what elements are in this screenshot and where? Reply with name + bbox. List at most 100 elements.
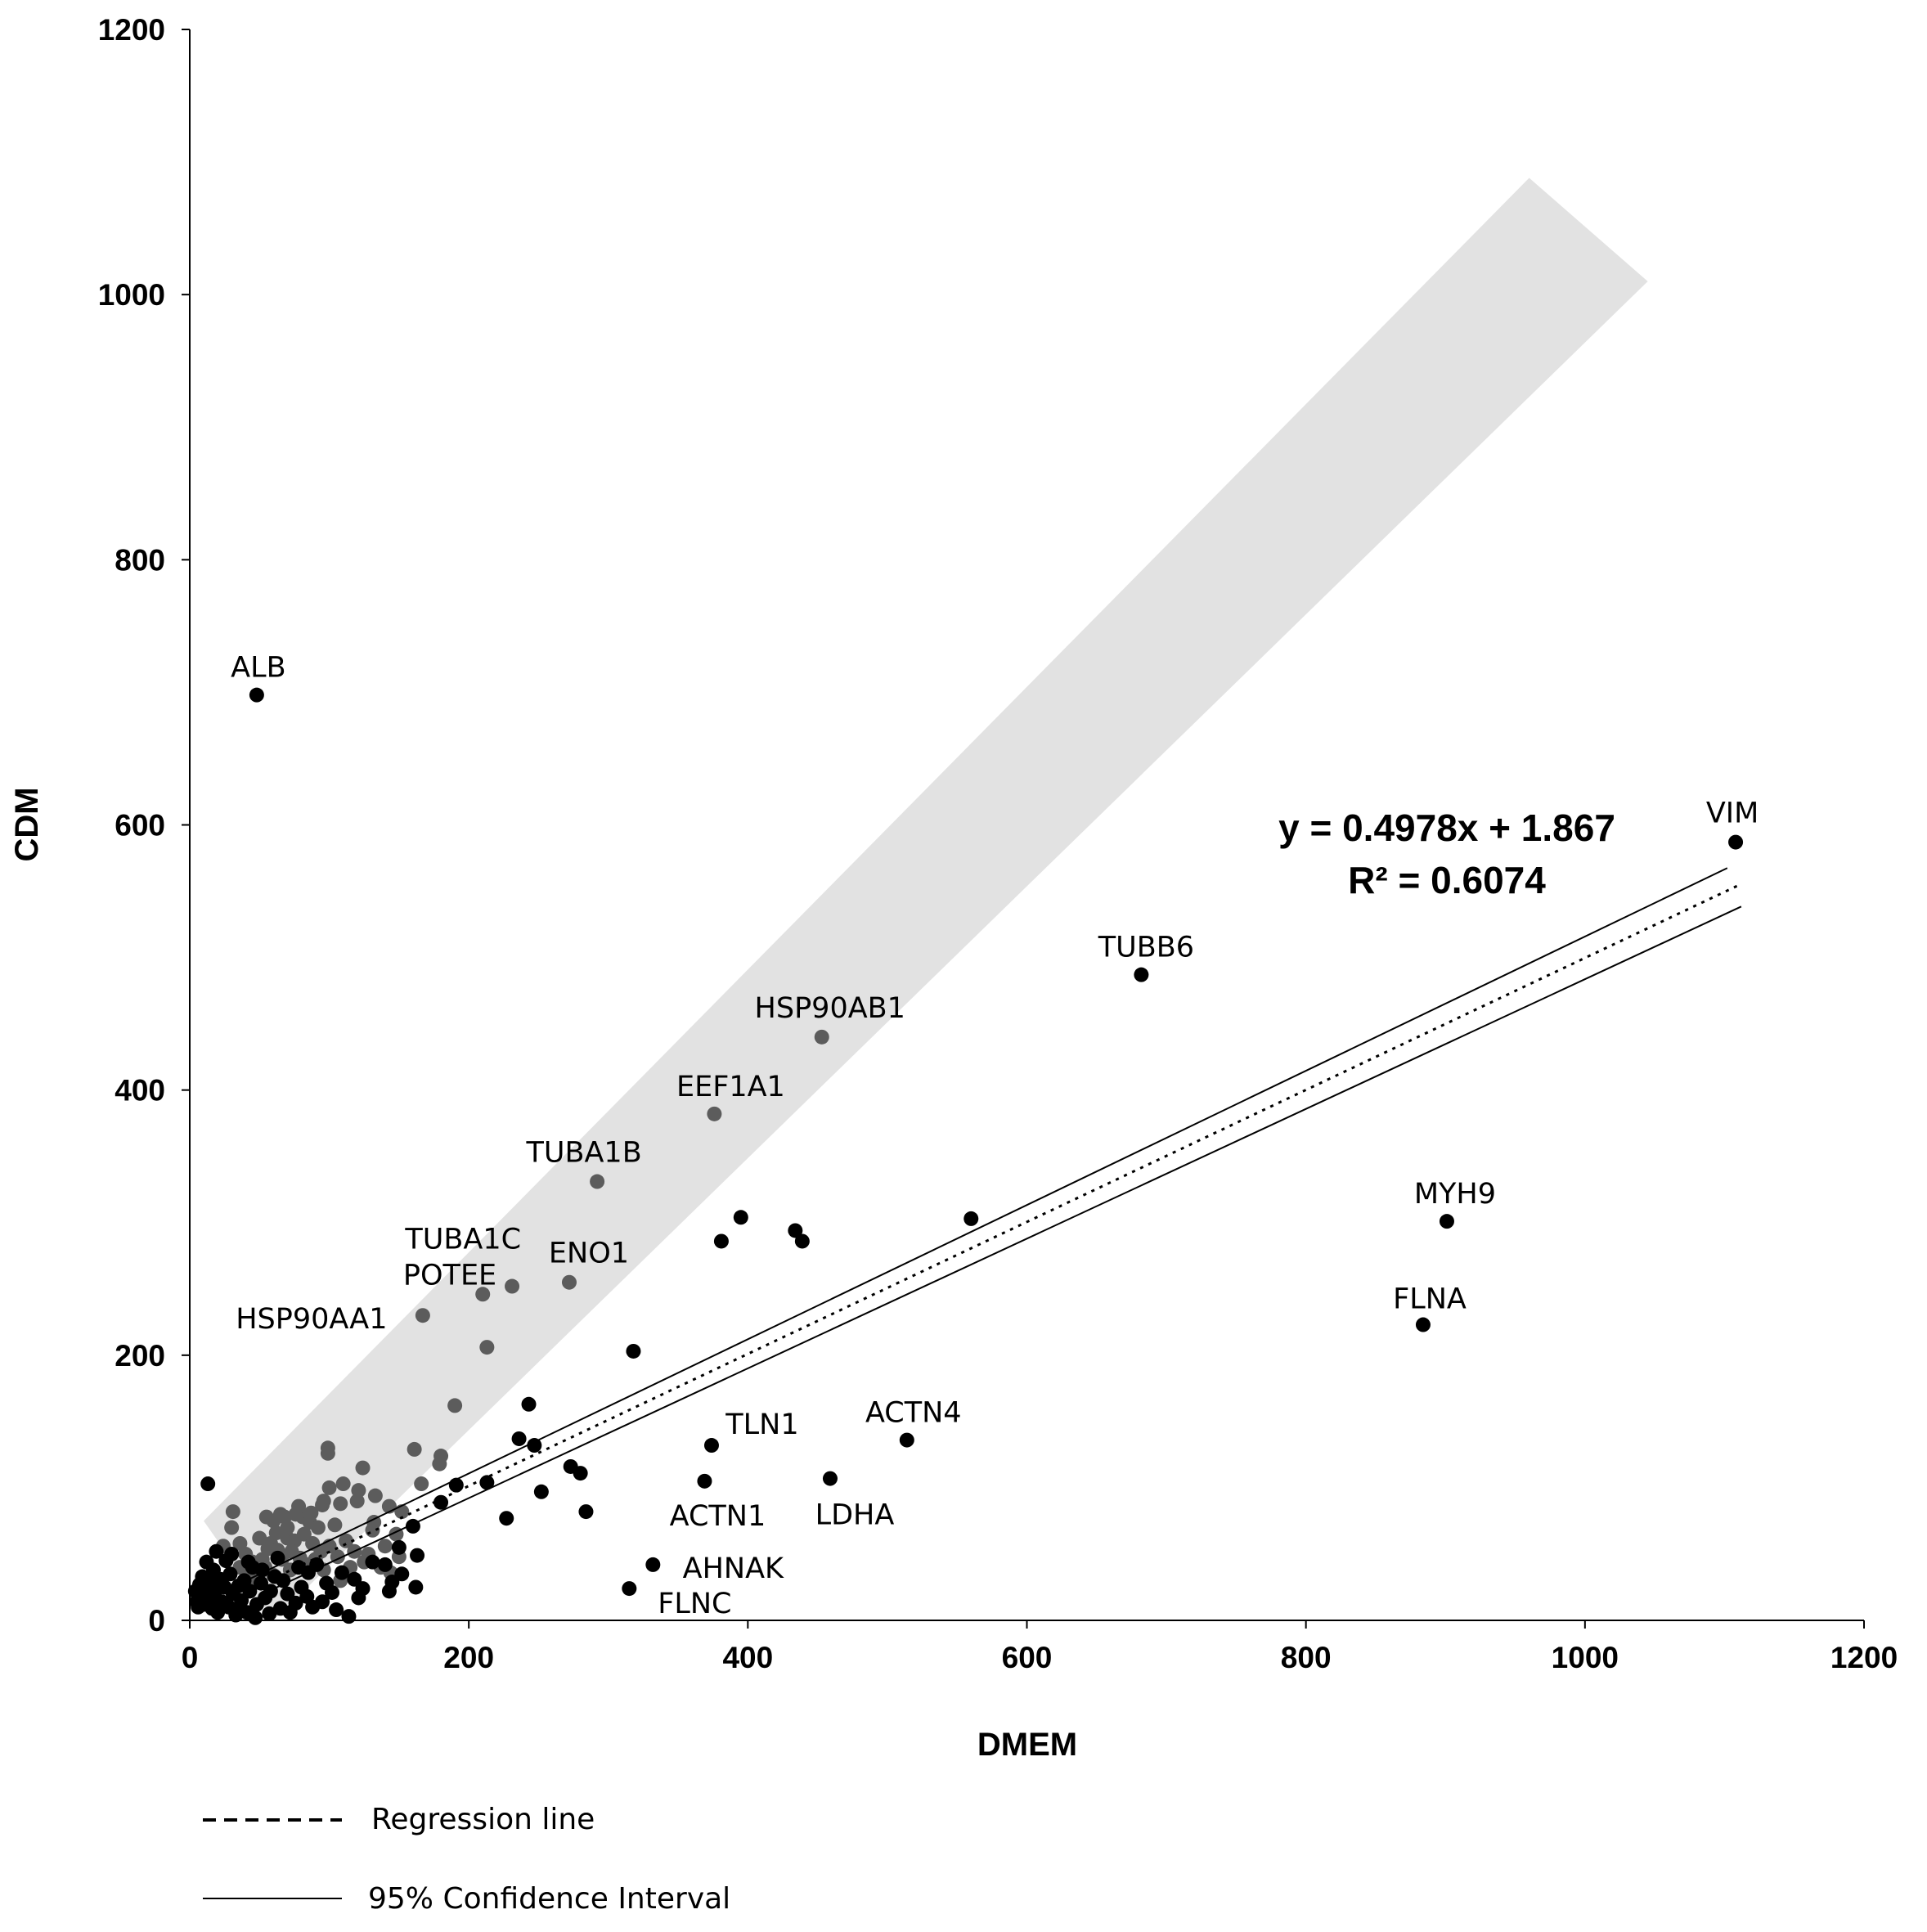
gray-data-point (225, 1504, 240, 1520)
labeled-point-ahnak (645, 1557, 661, 1572)
black-data-point (249, 1597, 264, 1612)
black-data-point (280, 1586, 295, 1602)
gray-data-point (414, 1476, 429, 1492)
black-data-point (521, 1396, 537, 1412)
gray-data-point (321, 1480, 337, 1495)
black-data-point (964, 1211, 979, 1226)
y-tick-label: 800 (115, 543, 165, 577)
black-data-point (276, 1573, 291, 1588)
y-tick-label: 200 (115, 1339, 165, 1373)
labeled-point-actn4 (899, 1432, 914, 1448)
gray-data-point (366, 1515, 382, 1530)
gray-data-point (432, 1456, 447, 1471)
point-label-tln1: TLN1 (725, 1409, 798, 1441)
labeled-point-flnc (622, 1581, 637, 1597)
black-data-point (479, 1475, 495, 1490)
black-data-point (365, 1554, 380, 1570)
black-data-point (381, 1584, 397, 1599)
point-label-tuba1b: TUBA1B (525, 1137, 641, 1170)
highlight-band (204, 177, 1648, 1621)
point-label-alb: ALB (231, 652, 285, 685)
black-data-point (253, 1575, 268, 1591)
gray-data-point (377, 1539, 393, 1554)
ci-lower-line (272, 905, 1742, 1590)
black-data-point (270, 1550, 285, 1566)
x-tick-label: 0 (182, 1641, 199, 1674)
black-data-point (448, 1477, 464, 1493)
point-label-hsp90ab1: HSP90AB1 (755, 992, 905, 1025)
black-data-point (794, 1233, 810, 1249)
x-axis-title: DMEM (977, 1727, 1077, 1763)
point-label-actn4: ACTN4 (865, 1397, 962, 1430)
black-data-point (533, 1484, 549, 1499)
point-label-myh9: MYH9 (1414, 1178, 1496, 1211)
black-data-point (263, 1584, 278, 1599)
black-data-point (324, 1584, 339, 1600)
black-data-point (329, 1602, 344, 1618)
black-data-point (405, 1518, 420, 1534)
black-data-point (511, 1431, 527, 1446)
gray-data-point (327, 1517, 343, 1533)
gray-data-point (316, 1494, 331, 1509)
gray-data-point (333, 1496, 348, 1512)
legend-label-regression: Regression line (371, 1803, 595, 1836)
point-label-flna: FLNA (1393, 1283, 1467, 1316)
x-tick-label: 800 (1281, 1641, 1332, 1674)
gray-data-point (320, 1445, 335, 1461)
black-data-point (499, 1511, 514, 1526)
point-label-ahnak: AHNAK (683, 1552, 784, 1585)
labeled-point-potee (505, 1278, 520, 1294)
black-data-point (408, 1579, 424, 1595)
point-label-actn1: ACTN1 (670, 1500, 766, 1533)
gray-data-point (447, 1398, 463, 1413)
point-label-tubb6: TUBB6 (1098, 932, 1194, 964)
black-data-point (334, 1565, 349, 1580)
y-tick-label: 1200 (98, 13, 165, 47)
black-data-point (527, 1438, 542, 1453)
labeled-point-tuba1b (590, 1174, 605, 1189)
gray-data-point (310, 1520, 326, 1535)
gray-data-point (479, 1340, 495, 1355)
black-data-point (282, 1605, 298, 1620)
gray-data-point (291, 1498, 307, 1514)
black-data-point (200, 1476, 216, 1492)
gray-data-point (355, 1460, 371, 1476)
black-data-point (209, 1543, 224, 1559)
black-data-point (232, 1602, 248, 1618)
point-label-vim: VIM (1706, 798, 1759, 830)
black-data-point (187, 1584, 203, 1599)
labeled-point-tln1 (703, 1438, 719, 1453)
x-tick-label: 400 (722, 1641, 773, 1674)
point-label-eno1: ENO1 (549, 1238, 629, 1270)
point-labels-group: ALB VIM TUBB6 HSP90AB1 EEF1A1 TUBA1B TUBA1C ENO… (231, 652, 1759, 1620)
gray-data-point (224, 1520, 240, 1535)
point-label-tuba1c: TUBA1C (404, 1223, 521, 1256)
black-data-point (788, 1223, 803, 1238)
black-data-point (254, 1562, 270, 1578)
y-tick-label: 600 (115, 809, 165, 842)
labeled-point-myh9 (1439, 1214, 1454, 1229)
point-label-ldha: LDHA (815, 1499, 895, 1532)
legend: Regression line 95% Confidence Interval (203, 1803, 730, 1916)
labeled-point-flna (1415, 1317, 1431, 1332)
point-label-potee: POTEE (403, 1260, 496, 1292)
black-data-point (626, 1343, 641, 1359)
gray-data-point (349, 1494, 365, 1509)
y-tick-label: 400 (115, 1074, 165, 1108)
gray-data-point (258, 1509, 274, 1525)
gray-data-point (252, 1530, 267, 1546)
black-data-point (248, 1610, 263, 1625)
y-tick-label: 1000 (98, 278, 165, 312)
confidence-interval-lines (245, 867, 1742, 1590)
gray-data-point (268, 1525, 284, 1541)
black-data-point (240, 1554, 256, 1570)
gray-data-point (339, 1533, 354, 1548)
labeled-point-actn1 (697, 1473, 712, 1489)
black-data-point (391, 1539, 407, 1555)
black-data-point (224, 1546, 240, 1561)
black-data-point (733, 1210, 748, 1225)
ci-upper-line (245, 867, 1728, 1582)
labeled-point-hsp90ab1 (814, 1029, 829, 1045)
y-tick-label: 0 (148, 1604, 165, 1638)
